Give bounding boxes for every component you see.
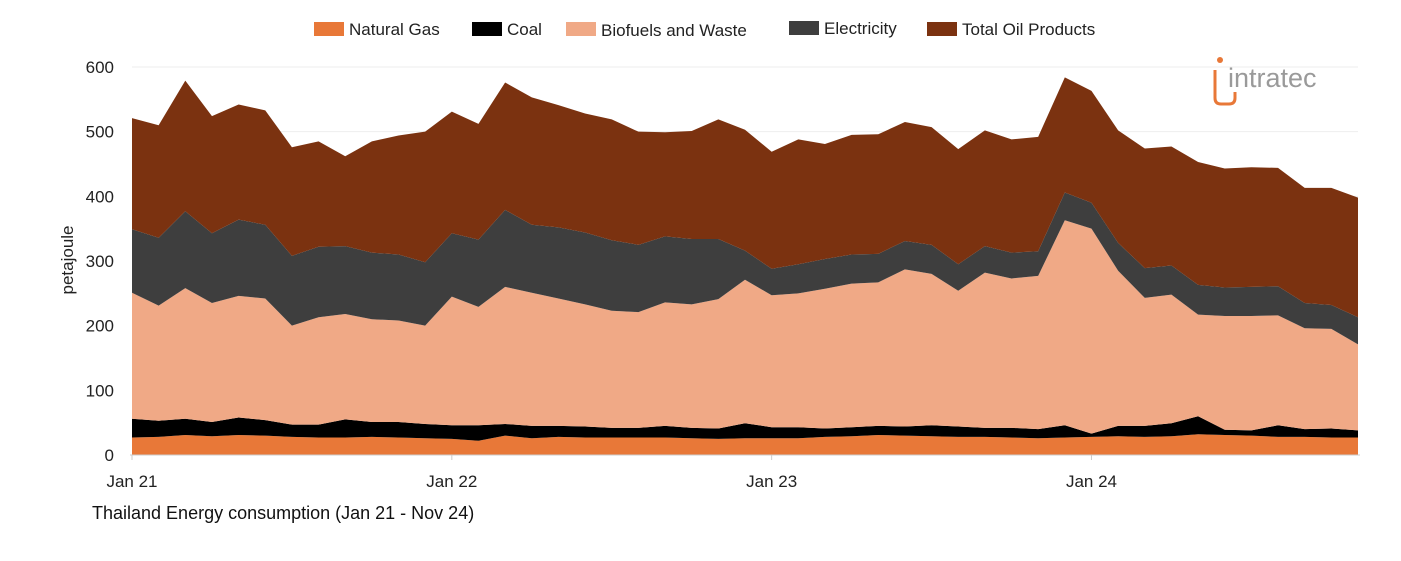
logo-wordmark: intratec [1228,63,1317,93]
area-coal [132,416,1358,441]
x-tick-label-jan-24: Jan 24 [1066,472,1117,491]
legend-label-natural-gas: Natural Gas [349,20,440,39]
stacked-areas [132,77,1358,455]
area-natural-gas [132,434,1358,455]
legend-swatch-total-oil-products [927,22,957,36]
legend-label-coal: Coal [507,20,542,39]
logo-dot-icon [1217,57,1223,63]
legend-swatch-coal [472,22,502,36]
area-total-oil-products [132,77,1358,318]
y-tick-label-100: 100 [86,381,114,400]
y-tick-label-400: 400 [86,187,114,206]
legend-label-total-oil-products: Total Oil Products [962,20,1095,39]
y-axis-ticks: 0 100 200 300 400 500 600 [86,58,114,465]
area-biofuels-and-waste [132,220,1358,434]
chart-legend: Natural Gas Coal Biofuels and Waste Elec… [314,19,1095,40]
y-tick-label-0: 0 [105,446,114,465]
legend-label-electricity: Electricity [824,19,897,38]
legend-label-biofuels-and-waste: Biofuels and Waste [601,21,747,40]
legend-swatch-electricity [789,21,819,35]
y-axis-label: petajoule [58,225,77,294]
legend-swatch-biofuels-and-waste [566,22,596,36]
x-tick-label-jan-22: Jan 22 [426,472,477,491]
y-tick-label-500: 500 [86,123,114,142]
x-tick-label-jan-21: Jan 21 [106,472,157,491]
x-tick-label-jan-23: Jan 23 [746,472,797,491]
legend-swatch-natural-gas [314,22,344,36]
chart-title: Thailand Energy consumption (Jan 21 - No… [92,503,474,523]
y-tick-label-300: 300 [86,252,114,271]
logo-mark-icon [1213,70,1237,106]
y-tick-label-600: 600 [86,58,114,77]
area-electricity [132,192,1358,345]
x-axis-ticks: Jan 21 Jan 22 Jan 23 Jan 24 [106,455,1117,491]
y-tick-label-200: 200 [86,317,114,336]
intratec-logo: intratec [1213,57,1317,106]
